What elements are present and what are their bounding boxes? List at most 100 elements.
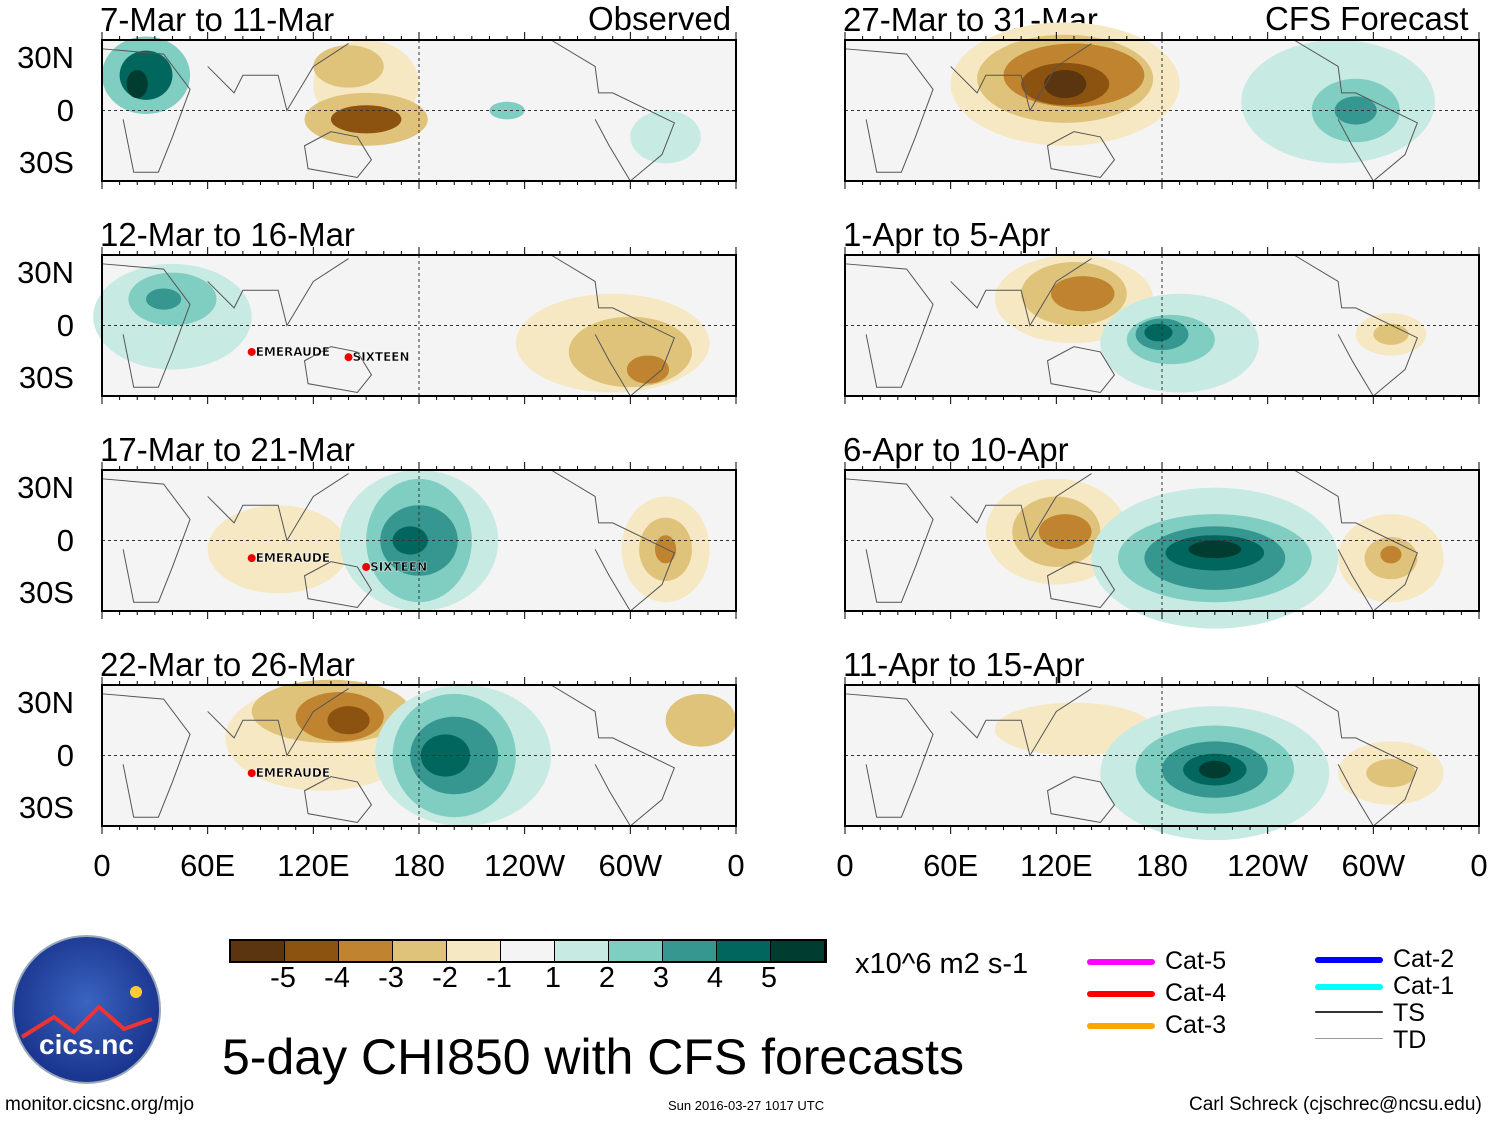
anomaly-contour	[665, 693, 736, 747]
map-panel: EMERAUDE	[101, 677, 737, 834]
storm-marker	[247, 554, 256, 563]
colorbar-label: 2	[598, 962, 616, 994]
storm-label: SIXTEEN	[370, 560, 427, 574]
lon-label: 120W	[484, 848, 566, 883]
anomaly-contour	[1380, 545, 1402, 564]
panel-title: 17-Mar to 21-Mar	[100, 431, 355, 468]
lat-label: 0	[56, 737, 74, 773]
map-panel	[844, 677, 1480, 841]
coastlines	[844, 39, 1418, 182]
colorbar-swatch	[609, 941, 663, 961]
storm-label: EMERAUDE	[256, 766, 330, 780]
footer-timestamp: Sun 2016-03-27 1017 UTC	[668, 1098, 825, 1113]
lat-label: 30S	[18, 145, 74, 181]
map-panel: EMERAUDE SIXTEEN	[101, 462, 737, 619]
header-forecast: CFS Forecast	[1265, 0, 1469, 37]
anomaly-contour	[207, 505, 349, 594]
coastlines	[844, 254, 1418, 397]
mountain-graphic	[20, 986, 153, 1039]
colorbar-label: -5	[270, 962, 296, 994]
panel-title: 12-Mar to 16-Mar	[100, 216, 355, 253]
colorbar-swatch	[339, 941, 393, 961]
anomaly-contour	[630, 110, 701, 164]
legend-line	[1087, 959, 1155, 965]
anomaly-contour	[1038, 514, 1092, 550]
storm-marker	[247, 347, 256, 356]
lat-label: 0	[56, 92, 74, 128]
lon-label: 60E	[180, 848, 236, 883]
legend-label: Cat-3	[1165, 1011, 1227, 1039]
map-panel	[844, 247, 1480, 404]
anomaly-contour	[1188, 540, 1242, 559]
panel-title: 1-Apr to 5-Apr	[843, 216, 1051, 253]
lon-label: 60W	[1341, 848, 1406, 883]
colorbar-units: x10^6 m2 s-1	[855, 948, 1029, 980]
colorbar-swatch	[285, 941, 339, 961]
legend-label: Cat-2	[1393, 945, 1455, 973]
header-observed: Observed	[588, 0, 732, 37]
colorbar-label: 5	[760, 962, 778, 994]
lat-label: 30N	[17, 469, 74, 505]
storm-label: EMERAUDE	[256, 551, 330, 565]
lon-label: 0	[1470, 848, 1488, 883]
anomaly-contour	[1044, 69, 1087, 99]
panel-title: 7-Mar to 11-Mar	[100, 1, 335, 38]
coastlines	[101, 469, 675, 612]
colorbar-swatch	[771, 941, 825, 961]
anomaly-contour	[626, 355, 670, 384]
storm-label: EMERAUDE	[256, 345, 330, 359]
storm-label: SIXTEEN	[353, 350, 410, 364]
anomaly-contour	[1144, 323, 1173, 342]
storm-marker	[247, 769, 256, 778]
lon-label: 120W	[1227, 848, 1309, 883]
anomaly-contour	[489, 101, 525, 120]
anomaly-contour	[146, 288, 182, 310]
coastlines	[101, 254, 675, 397]
legend-line	[1315, 1038, 1383, 1039]
legend-label: Cat-1	[1393, 972, 1455, 1000]
coastlines	[101, 684, 675, 827]
anomaly-contour	[1051, 276, 1115, 312]
anomaly-contour	[330, 105, 402, 134]
lon-label: 0	[727, 848, 745, 883]
anomaly-contour	[1373, 323, 1409, 345]
lon-label: 60W	[598, 848, 663, 883]
legend-line	[1087, 991, 1155, 997]
map-panel	[101, 32, 737, 189]
lat-label: 0	[56, 307, 74, 343]
colorbar-label: 1	[544, 962, 562, 994]
colorbar-label: 3	[652, 962, 670, 994]
logo-text: cics.nc	[39, 1029, 134, 1060]
footer-url[interactable]: monitor.cicsnc.org/mjo	[5, 1094, 195, 1115]
legend-label: Cat-5	[1165, 947, 1227, 975]
lat-label: 30S	[18, 360, 74, 396]
legend-label: TD	[1393, 1026, 1427, 1054]
lat-label: 30N	[17, 254, 74, 290]
lon-label: 60E	[923, 848, 979, 883]
colorbar-label: -3	[378, 962, 404, 994]
colorbar-label: -2	[432, 962, 458, 994]
panel-title: 6-Apr to 10-Apr	[843, 431, 1069, 468]
anomaly-contour	[313, 45, 384, 88]
anomaly-contour	[1198, 760, 1231, 779]
panel-title: 11-Apr to 15-Apr	[843, 646, 1085, 683]
panel-title: 22-Mar to 26-Mar	[100, 646, 355, 683]
lon-label: 0	[836, 848, 854, 883]
storm-marker	[362, 562, 371, 571]
lon-label: 0	[93, 848, 111, 883]
map-panel: EMERAUDE SIXTEEN	[93, 247, 737, 404]
colorbar-label: 4	[706, 962, 724, 994]
colorbar-swatch	[663, 941, 717, 961]
colorbar	[229, 939, 827, 963]
lat-label: 30N	[17, 39, 74, 75]
lon-label: 180	[1136, 848, 1188, 883]
lon-label: 120E	[1020, 848, 1093, 883]
colorbar-label: -1	[486, 962, 512, 994]
footer-author: Carl Schreck (cjschrec@ncsu.edu)	[1189, 1094, 1482, 1115]
colorbar-swatch	[555, 941, 609, 961]
colorbar-swatch	[447, 941, 501, 961]
legend-line	[1087, 1023, 1155, 1029]
lon-label: 180	[393, 848, 445, 883]
colorbar-swatch	[717, 941, 771, 961]
anomaly-contour	[327, 706, 370, 735]
